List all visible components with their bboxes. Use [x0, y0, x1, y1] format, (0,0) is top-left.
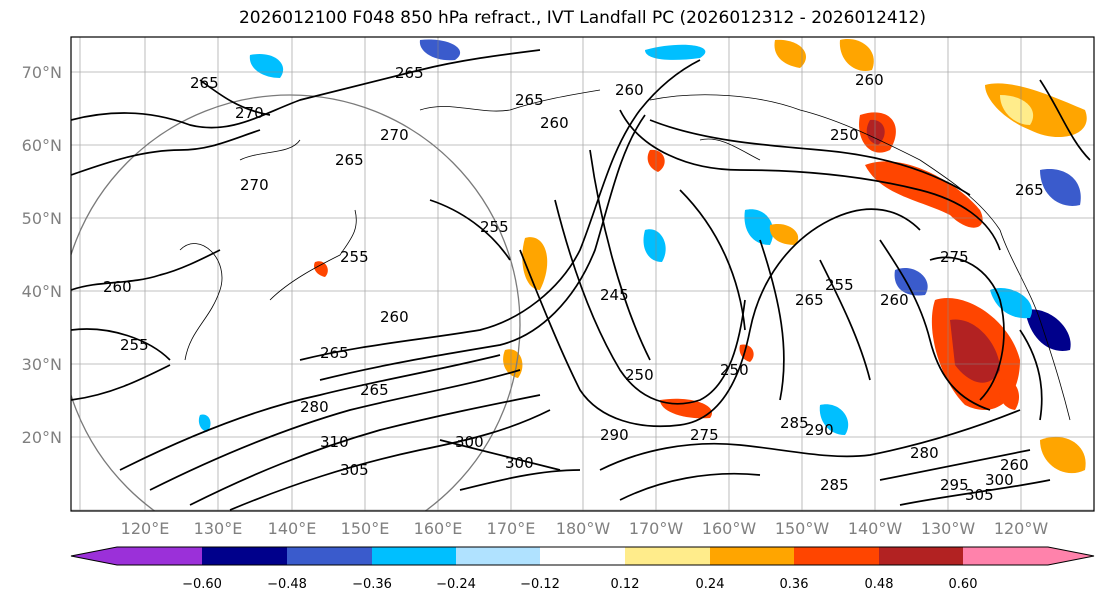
lat-tick-label: 60°N — [22, 136, 62, 155]
contour-label: 270 — [240, 176, 269, 194]
contour-label: 260 — [855, 71, 884, 89]
lon-tick-label: 140°E — [268, 519, 317, 538]
contour-label: 260 — [1000, 456, 1029, 474]
colorbar-tick-label: 0.48 — [865, 577, 894, 592]
colorbar-tick-label: −0.12 — [520, 577, 560, 592]
contour-label: 260 — [380, 308, 409, 326]
colorbar-swatch — [625, 547, 710, 565]
shaded-anomaly-regions — [198, 39, 1087, 474]
colorbar-tick-label: 0.60 — [949, 577, 978, 592]
contour-label: 265 — [515, 91, 544, 109]
colorbar-swatch — [540, 547, 625, 565]
contour-label: 285 — [780, 414, 809, 432]
lon-tick-label: 180°W — [556, 519, 611, 538]
contour-label: 255 — [480, 218, 509, 236]
lat-tick-label: 30°N — [22, 355, 62, 374]
colorbar-arrow-low — [71, 547, 117, 565]
colorbar-swatch — [963, 547, 1048, 565]
contour-label: 265 — [190, 74, 219, 92]
contour-label: 245 — [600, 286, 629, 304]
lat-tick-label: 40°N — [22, 282, 62, 301]
lon-tick-label: 160°E — [414, 519, 463, 538]
colorbar-swatch — [287, 547, 372, 565]
lon-tick-label: 140°W — [848, 519, 903, 538]
lon-tick-label: 170°W — [629, 519, 684, 538]
contour-label: 280 — [300, 398, 329, 416]
lat-tick-label: 20°N — [22, 428, 62, 447]
colorbar: −0.60 −0.48 −0.36 −0.24 −0.12 0.12 0.24 … — [70, 546, 1095, 592]
lon-tick-label: 170°E — [487, 519, 536, 538]
contour-label: 300 — [985, 471, 1014, 489]
contour-label: 265 — [335, 151, 364, 169]
contour-label: 290 — [600, 426, 629, 444]
colorbar-tick-label: −0.36 — [352, 577, 392, 592]
contour-label: 310 — [320, 433, 349, 451]
lon-tick-label: 160°W — [702, 519, 757, 538]
longitude-ticks: 120°E 130°E 140°E 150°E 160°E 170°E 180°… — [121, 519, 1049, 538]
contour-label: 260 — [615, 81, 644, 99]
refractivity-contours — [71, 49, 1091, 511]
map-title: 2026012100 F048 850 hPa refract., IVT La… — [238, 8, 926, 28]
colorbar-swatch — [372, 547, 456, 565]
colorbar-arrow-high — [1048, 547, 1094, 565]
contour-label: 285 — [820, 476, 849, 494]
contour-label: 265 — [1015, 181, 1044, 199]
colorbar-swatch — [202, 547, 287, 565]
colorbar-tick-label: −0.24 — [436, 577, 476, 592]
contour-label: 305 — [340, 461, 369, 479]
map-frame-background — [71, 37, 1094, 511]
contour-label: 270 — [380, 126, 409, 144]
contour-label: 260 — [540, 114, 569, 132]
contour-label: 260 — [103, 278, 132, 296]
lon-tick-label: 150°E — [341, 519, 390, 538]
contour-label: 280 — [910, 444, 939, 462]
contour-label: 290 — [805, 421, 834, 439]
colorbar-swatch — [794, 547, 879, 565]
colorbar-tick-label: −0.48 — [267, 577, 307, 592]
colorbar-outline — [70, 546, 1095, 566]
contour-labels: 265 265 270 265 260 260 270 265 260 250 … — [103, 64, 1044, 504]
contour-label: 270 — [235, 104, 264, 122]
contour-label: 300 — [505, 454, 534, 472]
lon-tick-label: 150°W — [775, 519, 830, 538]
lon-tick-label: 130°W — [921, 519, 976, 538]
colorbar-tick-label: −0.60 — [182, 577, 222, 592]
lat-tick-label: 50°N — [22, 209, 62, 228]
colorbar-tick-label: 0.12 — [611, 577, 640, 592]
contour-label: 255 — [825, 276, 854, 294]
lon-tick-label: 120°E — [121, 519, 170, 538]
map-frame — [70, 36, 1095, 512]
colorbar-swatch — [456, 547, 540, 565]
contour-label: 295 — [940, 476, 969, 494]
contour-label: 265 — [795, 291, 824, 309]
contour-label: 265 — [320, 344, 349, 362]
colorbar-swatch — [117, 547, 202, 565]
lon-tick-label: 120°W — [994, 519, 1049, 538]
lon-tick-label: 130°E — [194, 519, 243, 538]
colorbar-swatch — [710, 547, 794, 565]
contour-label: 250 — [625, 366, 654, 384]
contour-label: 275 — [690, 426, 719, 444]
latitude-ticks: 70°N 60°N 50°N 40°N 30°N 20°N — [22, 63, 62, 447]
contour-label: 275 — [940, 248, 969, 266]
colorbar-tick-label: 0.36 — [780, 577, 809, 592]
contour-label: 305 — [965, 486, 994, 504]
map-plot-area — [71, 37, 1094, 511]
contour-label: 260 — [880, 291, 909, 309]
contour-label: 265 — [395, 64, 424, 82]
lat-tick-label: 70°N — [22, 63, 62, 82]
contour-label: 300 — [455, 433, 484, 451]
colorbar-swatch — [879, 547, 963, 565]
contour-label: 255 — [340, 248, 369, 266]
contour-label: 255 — [120, 336, 149, 354]
contour-label: 250 — [720, 361, 749, 379]
contour-label: 265 — [360, 381, 389, 399]
range-ring — [71, 94, 521, 511]
colorbar-tick-label: 0.24 — [696, 577, 725, 592]
contour-label: 250 — [830, 126, 859, 144]
